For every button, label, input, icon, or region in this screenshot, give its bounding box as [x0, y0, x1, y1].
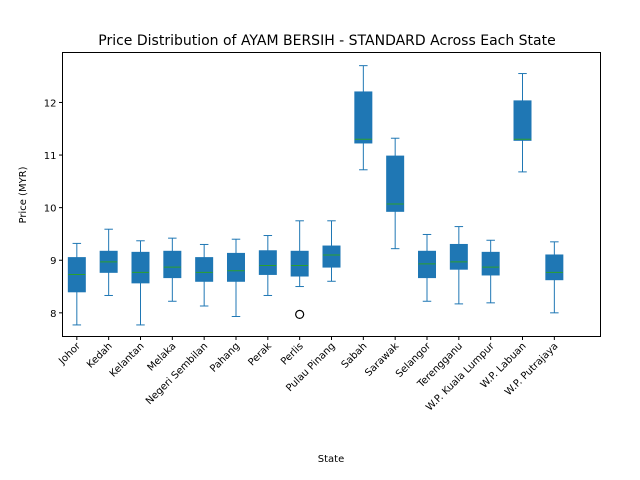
- box-body: [322, 245, 341, 268]
- x-axis-label: State: [318, 454, 344, 465]
- outlier-point: [295, 309, 305, 320]
- box-body: [481, 251, 500, 276]
- box-w-p-putrajaya: [545, 241, 564, 314]
- box-body: [513, 100, 532, 141]
- box-pahang: [226, 238, 245, 318]
- plot-area: [67, 65, 564, 326]
- box-selangor: [418, 233, 437, 302]
- box-body: [545, 254, 564, 281]
- x-tick-label: Perak: [246, 341, 274, 369]
- y-axis-label: Price (MYR): [18, 166, 29, 223]
- box-body: [163, 250, 182, 279]
- box-body: [386, 155, 405, 212]
- box-body: [290, 250, 309, 277]
- x-tick-label: Kedah: [85, 341, 115, 371]
- box-body: [131, 251, 150, 284]
- chart-title: Price Distribution of AYAM BERSIH - STAN…: [98, 33, 555, 49]
- box-w-p-labuan: [513, 73, 532, 173]
- x-tick-label: Kelantan: [108, 341, 147, 380]
- box-pulau-pinang: [322, 220, 341, 282]
- box-perak: [258, 235, 277, 296]
- box-body: [195, 257, 214, 282]
- x-tick-label: Perlis: [279, 341, 306, 368]
- box-body: [449, 243, 468, 270]
- box-negeri-sembilan: [195, 243, 214, 307]
- y-tick-label: 8: [50, 309, 56, 320]
- box-w-p-kuala-lumpur: [481, 239, 500, 304]
- box-perlis: [290, 220, 309, 320]
- box-melaka: [163, 237, 182, 302]
- y-axis: 8 9 10 11 12: [44, 98, 63, 320]
- y-tick-label: 9: [50, 256, 56, 267]
- y-tick-label: 12: [44, 98, 57, 109]
- box-body: [418, 250, 437, 279]
- axes-frame: [62, 52, 601, 337]
- x-tick-label: Pahang: [208, 341, 242, 375]
- box-body: [258, 250, 277, 275]
- box-johor: [67, 242, 86, 326]
- x-tick-label: Negeri Sembilan: [144, 341, 210, 407]
- y-tick-label: 10: [44, 204, 57, 215]
- box-sabah: [354, 65, 373, 171]
- box-kedah: [99, 228, 118, 296]
- box-body: [354, 91, 373, 144]
- x-tick-label: Sabah: [340, 341, 370, 371]
- box-sarawak: [386, 137, 405, 250]
- box-body: [226, 252, 245, 282]
- y-tick-label: 11: [44, 151, 57, 162]
- box-kelantan: [131, 240, 150, 326]
- box-terengganu: [449, 226, 468, 305]
- x-tick-label: Johor: [56, 340, 83, 367]
